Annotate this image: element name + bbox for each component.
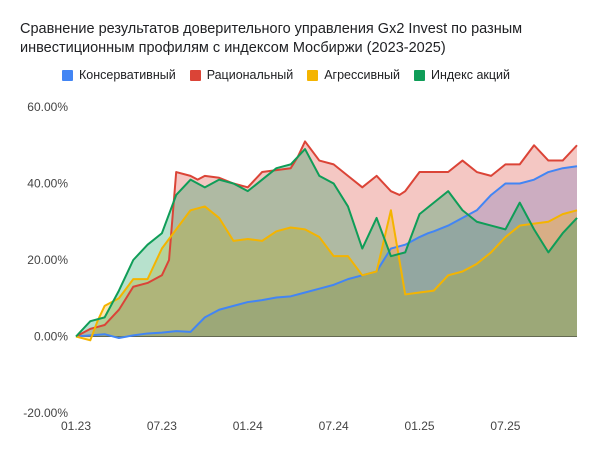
legend-item-2: Агрессивный: [307, 68, 400, 82]
x-tick-label: 07.25: [490, 419, 520, 433]
series-line-3: [75, 148, 578, 338]
x-tick-label: 01.24: [233, 419, 263, 433]
legend-swatch-1: [189, 69, 201, 81]
legend-item-1: Рациональный: [189, 68, 294, 82]
x-tick-label: 07.23: [147, 419, 177, 433]
legend-item-3: Индекс акций: [413, 68, 510, 82]
series-line-0: [75, 165, 578, 340]
y-tick-label: 0.00%: [34, 330, 68, 344]
legend-item-0: Консервативный: [62, 68, 176, 82]
series-line-1: [75, 140, 578, 338]
x-tick-label: 01.25: [405, 419, 435, 433]
x-tick-label: 07.24: [319, 419, 349, 433]
chart-legend: Консервативный Рациональный Агрессивный Инд…: [62, 68, 510, 82]
legend-label-3: Индекс акций: [430, 68, 510, 82]
y-tick-label: 40.00%: [27, 177, 68, 191]
chart-title: Сравнение результатов доверительного упр…: [20, 21, 523, 56]
y-tick-label: 60.00%: [27, 100, 68, 114]
legend-label-1: Рациональный: [206, 68, 294, 82]
legend-label-2: Агрессивный: [324, 68, 400, 82]
legend-label-0: Консервативный: [79, 68, 176, 82]
series-area-1: [76, 141, 577, 337]
series-area-0: [76, 166, 577, 339]
series-area-2: [76, 206, 577, 341]
series-line-2: [75, 205, 578, 342]
x-tick-label: 01.23: [61, 419, 91, 433]
legend-swatch-3: [413, 69, 425, 81]
y-tick-label: -20.00%: [23, 406, 68, 420]
y-tick-label: 20.00%: [27, 253, 68, 267]
series-area-3: [76, 149, 577, 337]
legend-swatch-2: [307, 69, 319, 81]
legend-swatch-0: [62, 69, 73, 81]
